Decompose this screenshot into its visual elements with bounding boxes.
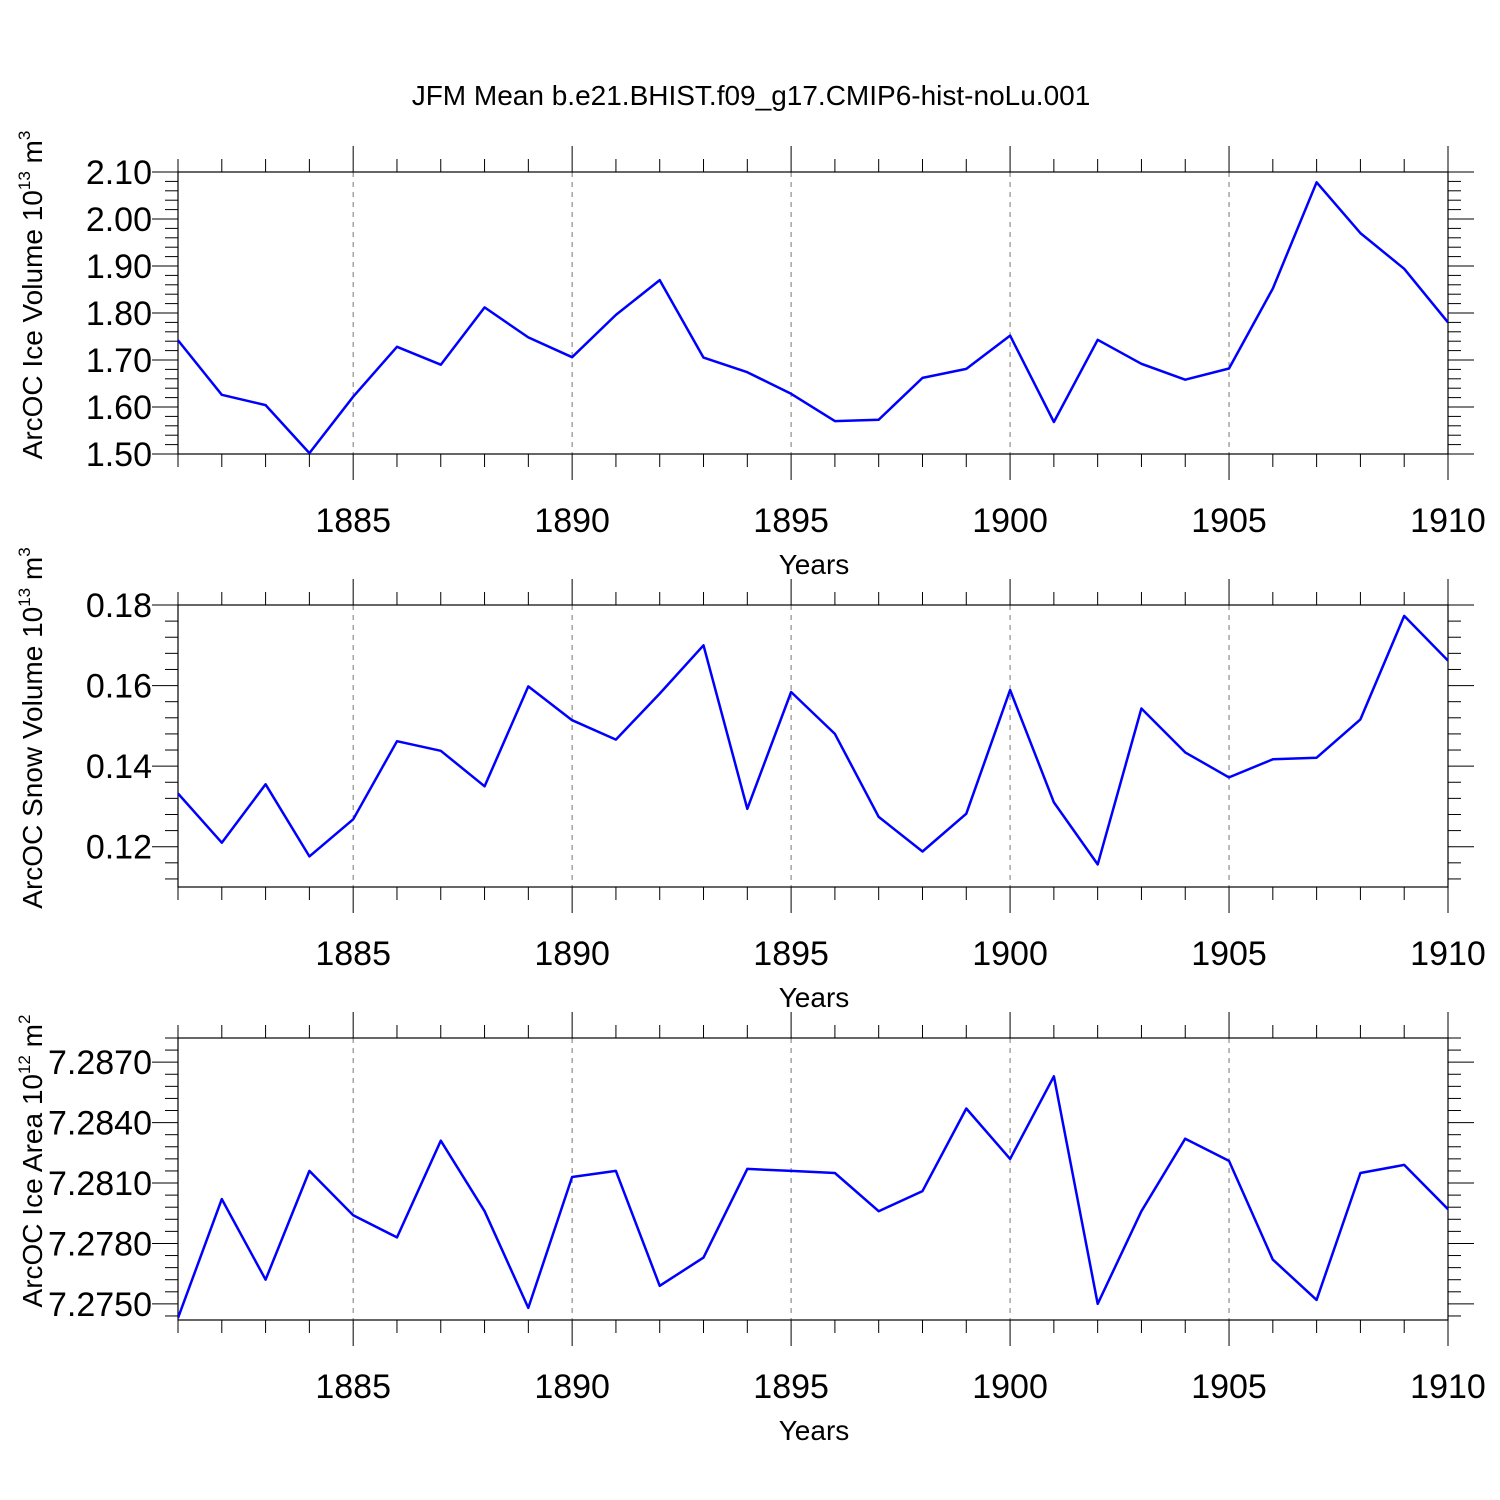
panel-1-series-line (178, 181, 1448, 454)
panel-1-y-tick-label: 1.60 (86, 389, 152, 427)
panel-1-y-tick-label: 1.90 (86, 248, 152, 286)
panel-2: 0.12 0.14 0.16 0.18 1885 1890 1895 1900 1905 1910… (15, 547, 1486, 1013)
panel-3-series-line (178, 1075, 1448, 1319)
panel-3-y-tick-label: 7.2750 (48, 1286, 152, 1324)
panel-1-x-tick-label: 1900 (972, 502, 1048, 540)
panel-2-y-tick-label: 0.14 (86, 748, 152, 786)
panel-1-y-tick-label: 2.10 (86, 154, 152, 192)
panel-3-x-tick-label: 1905 (1191, 1368, 1267, 1406)
panel-3-y-axis-title: ArcOC Ice Area 1012 m2 (15, 1015, 48, 1308)
panel-1: 1.50 1.60 1.70 1.80 1.90 2.00 2.10 1885 1890 1895… (15, 131, 1486, 580)
panel-2-y-axis-title-ylabel-exp: 13 (15, 588, 34, 607)
panel-3-y-tick-label: 7.2810 (48, 1165, 152, 1203)
panel-1-x-tick-label: 1885 (315, 502, 391, 540)
panel-3-y-axis-title-ylabel-exp: 12 (15, 1055, 34, 1074)
panel-2-x-tick-label: 1885 (315, 935, 391, 973)
panel-2-x-tick-label: 1900 (972, 935, 1048, 973)
panel-3-x-tick-label: 1895 (753, 1368, 829, 1406)
panel-3-y-tick-label: 7.2780 (48, 1225, 152, 1263)
panel-1-y-axis-title-ylabel-unit-exp: 3 (15, 131, 34, 140)
panel-2-y-axis-title-ylabel: ArcOC Snow Volume 10 (17, 607, 48, 909)
panel-1-y-tick-label: 1.70 (86, 342, 152, 380)
panel-1-y-axis-title-ylabel: ArcOC Ice Volume 10 (17, 190, 48, 459)
panel-2-x-tick-label: 1905 (1191, 935, 1267, 973)
panel-2-y-tick-label: 0.12 (86, 829, 152, 867)
panel-1-y-tick-label: 2.00 (86, 201, 152, 239)
panel-3-y-axis-title-ylabel-unit-exp: 2 (15, 1015, 34, 1024)
panel-3-y-tick-label: 7.2870 (48, 1044, 152, 1082)
panel-1-x-tick-label: 1905 (1191, 502, 1267, 540)
panel-3-x-axis-title: Years (779, 1415, 850, 1446)
panel-1-y-axis-title-ylabel-unit: m (17, 140, 48, 171)
panel-3: 7.2750 7.2780 7.2810 7.2840 7.2870 1885 1890 18… (15, 1012, 1486, 1446)
panel-3-x-tick-label: 1890 (534, 1368, 610, 1406)
panel-2-y-axis-title-ylabel-unit: m (17, 557, 48, 588)
panel-1-x-axis-title: Years (779, 549, 850, 580)
panel-2-x-tick-label: 1910 (1410, 935, 1486, 973)
panels: 1.50 1.60 1.70 1.80 1.90 2.00 2.10 1885 1890 1895… (15, 131, 1486, 1446)
panel-2-x-tick-label: 1890 (534, 935, 610, 973)
panel-3-x-tick-label: 1910 (1410, 1368, 1486, 1406)
panel-2-series-line (178, 614, 1448, 866)
panel-1-x-tick-label: 1895 (753, 502, 829, 540)
panel-2-y-tick-label: 0.18 (86, 587, 152, 625)
panel-1-y-axis-title: ArcOC Ice Volume 1013 m3 (15, 131, 48, 460)
panel-2-y-axis-title-ylabel-unit-exp: 3 (15, 547, 34, 556)
panel-2-x-axis-title: Years (779, 982, 850, 1013)
figure-title: JFM Mean b.e21.BHIST.f09_g17.CMIP6-hist-… (412, 80, 1091, 111)
panel-2-y-axis-title: ArcOC Snow Volume 1013 m3 (15, 547, 48, 908)
panel-1-y-tick-label: 1.80 (86, 295, 152, 333)
panel-3-plot-frame (177, 1037, 1449, 1321)
panel-3-y-axis-title-ylabel: ArcOC Ice Area 10 (17, 1074, 48, 1307)
panel-1-plot-frame (177, 171, 1449, 455)
panel-1-y-tick-label: 1.50 (86, 436, 152, 474)
panel-3-x-tick-label: 1885 (315, 1368, 391, 1406)
panel-1-x-tick-label: 1890 (534, 502, 610, 540)
panel-2-x-tick-label: 1895 (753, 935, 829, 973)
panel-3-x-tick-label: 1900 (972, 1368, 1048, 1406)
panel-3-y-axis-title-ylabel-unit: m (17, 1024, 48, 1055)
panel-2-plot-frame (177, 604, 1449, 888)
panel-3-y-tick-label: 7.2840 (48, 1105, 152, 1143)
panel-2-y-tick-label: 0.16 (86, 668, 152, 706)
panel-1-y-axis-title-ylabel-exp: 13 (15, 171, 34, 190)
panel-1-x-tick-label: 1910 (1410, 502, 1486, 540)
